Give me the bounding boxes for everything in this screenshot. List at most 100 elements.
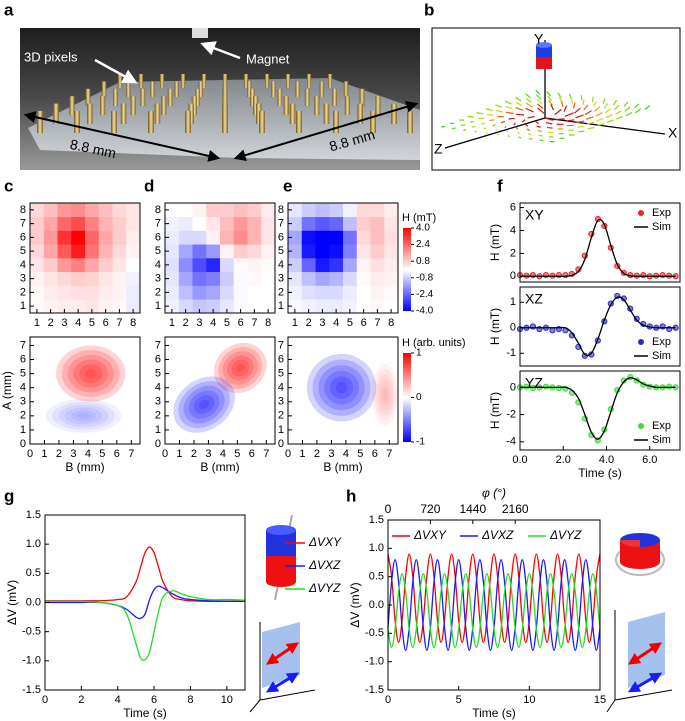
y-tick-label: 1: [278, 300, 284, 312]
field-vector: [564, 112, 574, 117]
field-vector: [495, 129, 498, 132]
heat-cell: [301, 216, 316, 231]
heat-cell: [301, 203, 316, 218]
heat-cell: [43, 244, 58, 259]
heat-cell: [112, 271, 127, 286]
x-tick-label: 15: [594, 694, 606, 706]
heat-cell: [370, 203, 385, 218]
field-vector: [594, 106, 601, 112]
x-tick-label: 0.0: [512, 454, 527, 466]
heat-cell: [43, 258, 58, 273]
heat-cell: [261, 216, 276, 231]
heat-cell: [43, 230, 58, 245]
heat-cell: [98, 258, 113, 273]
x-tick-label: 0: [42, 694, 48, 706]
x-tick-label: 5: [224, 317, 230, 329]
field-vector: [506, 130, 509, 133]
y-tick-label: 8: [155, 204, 161, 216]
field-vector: [536, 94, 542, 100]
data-line: [387, 573, 601, 649]
y-tick-label: -0.5: [365, 627, 384, 639]
heat-cell: [233, 299, 248, 314]
contour-level: [231, 359, 250, 377]
heat-cell: [112, 299, 127, 314]
heat-cell: [356, 230, 371, 245]
x-tick-label: 1: [41, 448, 47, 460]
pixel-pin: [222, 111, 228, 133]
heat-cell: [57, 230, 72, 245]
x-tick-label: 10: [523, 694, 535, 706]
y-axis-label: H (mT): [488, 392, 502, 429]
heat-cell: [71, 244, 86, 259]
field-vector: [584, 110, 592, 116]
y-tick-label: 1: [155, 424, 161, 436]
heat-cell: [165, 299, 180, 314]
heat-cell: [301, 285, 316, 300]
field-vector: [623, 101, 629, 107]
field-vector: [615, 110, 622, 115]
y-axis-label: H (mT): [488, 308, 502, 345]
x-tick-label: 2: [191, 448, 197, 460]
y-tick-label: 5: [278, 368, 284, 380]
field-vector: [576, 120, 585, 124]
contour-level: [64, 407, 103, 425]
field-vector: [604, 108, 612, 114]
heat-cell: [247, 258, 262, 273]
heat-cell: [85, 244, 100, 259]
data-point: [555, 384, 563, 392]
data-point: [620, 377, 627, 384]
x-tick-label: 4: [333, 317, 339, 329]
heat-cell: [30, 244, 45, 259]
heat-cell: [220, 216, 235, 231]
y-tick-label: 4: [278, 382, 284, 394]
contour-level: [85, 368, 97, 379]
field-vector: [548, 99, 553, 106]
heat-cell: [233, 258, 248, 273]
heat-cell: [261, 299, 276, 314]
legend-label: ΔVXY: [308, 535, 342, 549]
x-tick-label: 6: [114, 448, 120, 460]
field-vector: [492, 124, 496, 127]
heat-cell: [43, 285, 58, 300]
legend-marker: [638, 423, 644, 429]
pixel-pin: [126, 81, 131, 97]
x-tick-label: 5: [456, 694, 462, 706]
field-vector: [577, 125, 585, 128]
field-vector: [568, 93, 573, 100]
pixel-pin: [250, 88, 255, 106]
field-vector: [544, 117, 554, 121]
field-vector: [515, 96, 522, 102]
heat-cell: [384, 285, 399, 300]
field-vector: [554, 108, 562, 116]
x-tick-label: 5: [234, 448, 240, 460]
pixel-pin: [407, 111, 413, 133]
data-line: [45, 590, 246, 661]
heat-cell: [233, 230, 248, 245]
x-tick-label: 1: [176, 448, 182, 460]
pixel-pin: [283, 96, 289, 115]
plot-frame: [29, 202, 141, 314]
pixel-pin: [244, 74, 248, 88]
field-vector: [582, 99, 585, 106]
heat-cell: [98, 299, 113, 314]
field-vector: [521, 119, 526, 123]
y-tick-label: 0: [510, 381, 516, 393]
field-vector: [535, 89, 541, 95]
pixel-pin: [100, 96, 106, 115]
pixel-pin: [344, 96, 350, 115]
data-point: [620, 295, 627, 302]
field-vector: [525, 107, 534, 113]
field-vector: [537, 130, 542, 133]
pixel-pin: [314, 96, 320, 115]
pixel-pin: [139, 74, 143, 88]
y-tick-label: 3: [20, 396, 26, 408]
x-tick-label: 7: [263, 448, 269, 460]
field-vector: [515, 113, 525, 116]
x-tick-label: 7: [251, 317, 257, 329]
field-vector: [546, 126, 553, 129]
heat-cell: [206, 244, 221, 259]
field-vector: [574, 107, 581, 114]
heat-cell: [192, 271, 207, 286]
y-tick-label: 4: [155, 382, 161, 394]
